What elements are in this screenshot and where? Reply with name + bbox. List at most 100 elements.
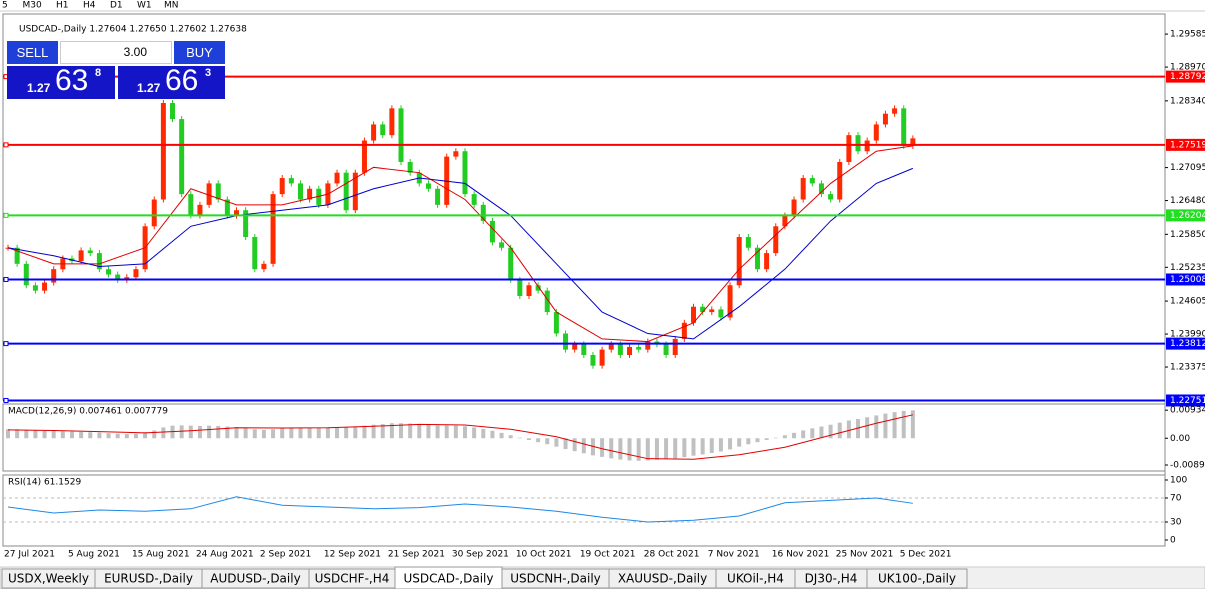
candle-body [617, 344, 623, 355]
y-tick-label: 100 [1170, 476, 1187, 486]
macd-bar [810, 428, 815, 439]
tab-label: AUDUSD-,Daily [210, 572, 300, 586]
macd-bar [280, 428, 285, 439]
candle-body [87, 250, 93, 254]
candle-body [517, 279, 523, 296]
level-price-box [1166, 138, 1205, 151]
macd-bar [344, 427, 349, 439]
candle-body [444, 156, 450, 205]
timeframe-button[interactable]: W1 [137, 1, 152, 11]
macd-bar [179, 425, 184, 439]
timeframe-button[interactable]: M30 [23, 1, 42, 11]
timeframe-button[interactable]: H1 [56, 1, 69, 11]
macd-bar [645, 438, 650, 461]
macd-bar [691, 438, 696, 456]
macd-bar [97, 432, 102, 439]
macd-bar [106, 433, 111, 439]
macd-bar [33, 430, 38, 439]
macd-bar [353, 426, 358, 439]
macd-bar [901, 410, 906, 439]
candle-body [115, 274, 121, 280]
tab-label: USDX,Weekly [8, 572, 89, 586]
candle-body [380, 124, 386, 136]
candle-body [352, 172, 358, 211]
candle-body [846, 135, 852, 162]
lot-size[interactable]: 3.00 [60, 41, 172, 64]
timeframe-button[interactable]: 5 [2, 1, 8, 11]
candle-body [828, 194, 834, 200]
macd-bar [243, 428, 248, 439]
candle-body [681, 322, 687, 339]
candle-body [544, 290, 550, 313]
candle-body [910, 138, 916, 146]
macd-bar [316, 427, 321, 439]
candle-body [499, 242, 505, 248]
macd-bar [508, 435, 513, 439]
chart-title: USDCAD-,Daily 1.27604 1.27650 1.27602 1.… [19, 25, 247, 35]
candle-body [96, 253, 102, 270]
level-price-label: 1.26204 [1170, 211, 1205, 221]
timeframe-button[interactable]: MN [164, 1, 179, 11]
macd-bar [60, 431, 65, 439]
macd-bar [298, 428, 303, 439]
candle-body [526, 285, 532, 296]
tab-label: USDCNH-,Daily [510, 572, 601, 586]
timeframe-button[interactable]: H4 [83, 1, 96, 11]
buy-button[interactable]: BUY [174, 41, 225, 64]
candle-body [709, 309, 715, 313]
x-tick-label: 7 Nov 2021 [708, 550, 760, 560]
candle-body [343, 172, 349, 211]
candle-body [736, 237, 742, 286]
level-handle [3, 341, 9, 347]
candle-body [334, 172, 340, 184]
tab-label: USDCAD-,Daily [404, 572, 494, 586]
macd-bar [819, 426, 824, 439]
macd-bar [737, 438, 742, 447]
rsi-line [7, 496, 913, 523]
x-tick-label: 30 Sep 2021 [452, 550, 509, 560]
macd-bar [490, 430, 495, 439]
macd-bar [261, 429, 266, 439]
candle-body [745, 237, 751, 248]
ask-box[interactable]: 1.27 66 3 [118, 64, 225, 99]
moving-average [7, 167, 914, 340]
y-tick-label: 0.00 [1170, 434, 1190, 444]
x-tick-label: 28 Oct 2021 [644, 550, 700, 560]
macd-bar [188, 425, 193, 439]
y-tick-label: 1.25235 [1170, 263, 1205, 273]
signal-line [7, 414, 913, 460]
macd-bar [69, 431, 74, 439]
macd-bar [88, 432, 93, 439]
candle-body [627, 346, 633, 355]
candle-body [224, 199, 230, 216]
candle-body [572, 344, 578, 350]
ask-big: 1.27 [137, 81, 161, 95]
timeframe-button[interactable]: D1 [110, 1, 123, 11]
macd-bar [463, 426, 467, 439]
candle-body [51, 269, 57, 283]
macd-bar [380, 424, 385, 439]
macd-bar [271, 429, 276, 439]
macd-bar [15, 429, 20, 439]
ask-fraction: 3 [205, 67, 212, 79]
candle-body [160, 102, 166, 200]
level-price-box [1166, 394, 1205, 407]
candle-body [636, 346, 642, 350]
candle-body [882, 113, 888, 125]
y-tick-label: 1.25850 [1170, 230, 1205, 240]
bid-box[interactable]: 1.27 63 8 [7, 64, 115, 99]
y-tick-label: 30 [1170, 518, 1182, 528]
macd-bar [636, 438, 641, 461]
macd-bar [709, 438, 714, 453]
level-handle [3, 397, 9, 403]
macd-bar [143, 432, 148, 439]
candle-body [663, 344, 669, 355]
macd-bar [444, 425, 449, 439]
sell-button[interactable]: SELL [7, 41, 58, 64]
tab[interactable] [866, 568, 968, 589]
candle-body [188, 194, 194, 216]
macd-bar [536, 438, 541, 443]
macd-bar [335, 427, 340, 439]
macd-bar [371, 424, 376, 439]
